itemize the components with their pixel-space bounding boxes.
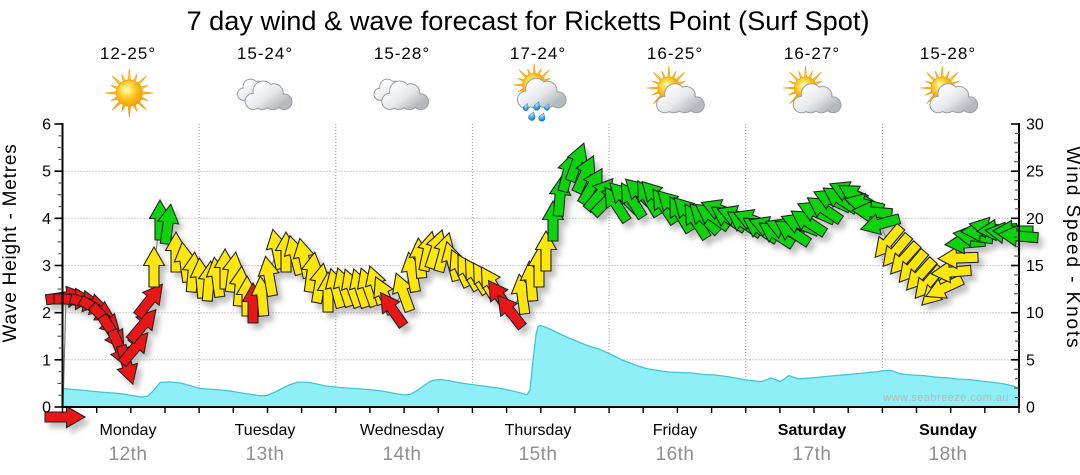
svg-text:15-28°: 15-28° — [920, 44, 976, 63]
svg-text:3: 3 — [42, 258, 51, 275]
svg-text:Thursday: Thursday — [505, 422, 572, 439]
svg-text:16th: 16th — [656, 444, 695, 465]
svg-text:12th: 12th — [109, 444, 148, 465]
svg-text:13th: 13th — [246, 444, 285, 465]
svg-text:25: 25 — [1026, 164, 1044, 181]
svg-text:Wednesday: Wednesday — [360, 422, 444, 439]
svg-text:5: 5 — [42, 164, 51, 181]
svg-text:18th: 18th — [929, 444, 968, 465]
svg-text:Monday: Monday — [100, 422, 157, 439]
svg-text:15: 15 — [1026, 258, 1044, 275]
svg-text:www.seabreeze.com.au: www.seabreeze.com.au — [882, 392, 1009, 404]
svg-text:4: 4 — [42, 211, 51, 228]
svg-text:0: 0 — [42, 400, 51, 417]
svg-text:17-24°: 17-24° — [510, 44, 566, 63]
svg-text:Saturday: Saturday — [778, 422, 847, 439]
svg-text:16-25°: 16-25° — [647, 44, 703, 63]
svg-text:6: 6 — [42, 117, 51, 134]
svg-text:0: 0 — [1026, 400, 1035, 417]
svg-text:15th: 15th — [519, 444, 558, 465]
svg-text:1: 1 — [42, 352, 51, 369]
svg-text:10: 10 — [1026, 305, 1044, 322]
svg-text:15-24°: 15-24° — [237, 44, 293, 63]
svg-text:16-27°: 16-27° — [784, 44, 840, 63]
svg-text:15-28°: 15-28° — [374, 44, 430, 63]
svg-text:12-25°: 12-25° — [100, 44, 156, 63]
svg-text:14th: 14th — [383, 444, 422, 465]
svg-text:2: 2 — [42, 305, 51, 322]
svg-text:5: 5 — [1026, 352, 1035, 369]
svg-text:Sunday: Sunday — [919, 422, 977, 439]
svg-text:Wind Speed - Knots: Wind Speed - Knots — [1062, 146, 1080, 349]
svg-text:30: 30 — [1026, 117, 1044, 134]
svg-text:17th: 17th — [793, 444, 832, 465]
svg-text:Tuesday: Tuesday — [235, 422, 296, 439]
svg-text:Wave Height - Metres: Wave Height - Metres — [0, 143, 21, 342]
svg-text:Friday: Friday — [653, 422, 697, 439]
svg-text:20: 20 — [1026, 211, 1044, 228]
svg-text:7 day wind & wave forecast for: 7 day wind & wave forecast for Ricketts … — [187, 5, 870, 36]
